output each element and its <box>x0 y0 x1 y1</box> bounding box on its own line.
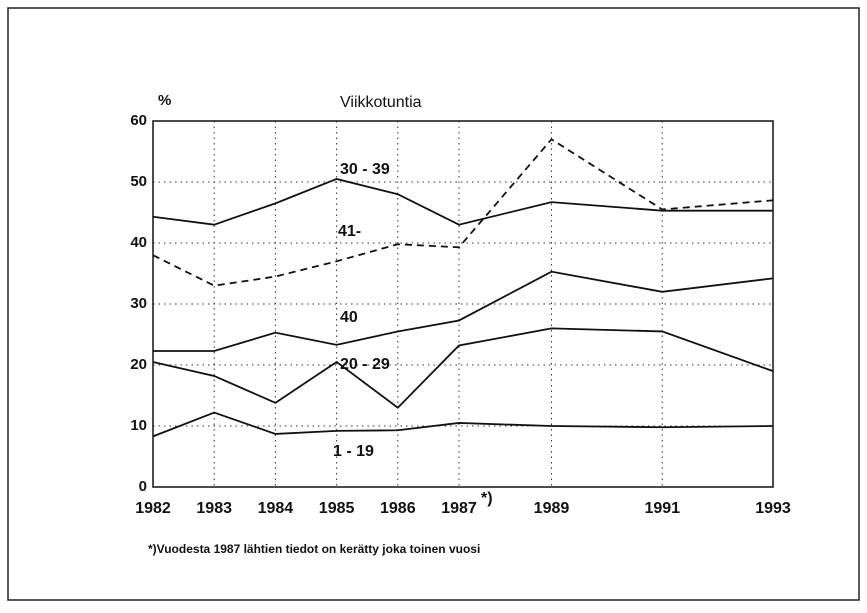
series-line <box>152 411 774 438</box>
y-axis-label: % <box>158 92 171 109</box>
x-tick-label: 1993 <box>755 500 791 517</box>
series-line <box>152 138 774 287</box>
x-tick-label: 1989 <box>534 500 570 517</box>
series-label: 40 <box>340 309 358 326</box>
footnote: *)Vuodesta 1987 lähtien tiedot on kerätt… <box>148 542 480 556</box>
series-line <box>152 327 774 409</box>
series-label: 30 - 39 <box>340 161 390 178</box>
series-line <box>152 178 773 226</box>
y-tick-label: 20 <box>130 356 147 373</box>
series-line <box>153 270 774 352</box>
y-tick-label: 50 <box>130 173 147 190</box>
series-label: 1 - 19 <box>333 443 374 460</box>
note-marker: *) <box>481 490 493 507</box>
x-tick-label: 1983 <box>196 500 232 517</box>
series-label: 20 - 29 <box>340 356 390 373</box>
x-tick-label: 1982 <box>135 500 171 517</box>
x-tick-label: 1991 <box>644 500 680 517</box>
y-tick-label: 60 <box>130 112 147 129</box>
x-tick-label: 1985 <box>319 500 355 517</box>
y-tick-label: 30 <box>130 295 147 312</box>
x-tick-label: 1987 <box>441 500 477 517</box>
y-tick-label: 10 <box>130 417 147 434</box>
x-tick-label: 1984 <box>258 500 294 517</box>
chart-title: Viikkotuntia <box>340 94 422 111</box>
y-tick-label: 0 <box>139 478 147 495</box>
y-tick-label: 40 <box>130 234 147 251</box>
series-label: 41- <box>338 223 361 240</box>
x-tick-label: 1986 <box>380 500 416 517</box>
frame <box>7 7 860 601</box>
plot-border <box>152 120 774 488</box>
